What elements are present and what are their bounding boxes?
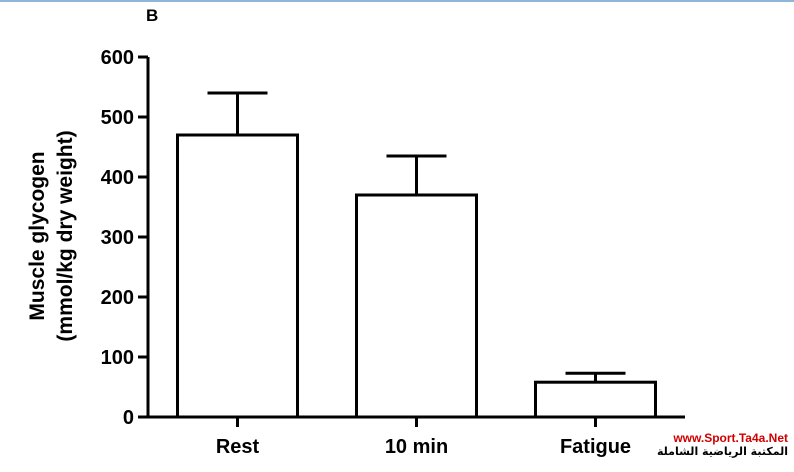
bar (176, 133, 299, 419)
bar (534, 380, 657, 419)
watermark-arabic: المكتبة الرياضية الشاملة (657, 445, 788, 458)
x-ticks: Rest 10 min Fatigue (216, 417, 631, 458)
y-tick-label: 600 (101, 47, 134, 69)
x-tick-label: Rest (216, 436, 260, 458)
y-ticks: 0 100 200 300 400 500 600 (101, 47, 148, 429)
panel-label: B (146, 6, 159, 25)
top-border-line (0, 0, 794, 2)
y-tick-label: 200 (101, 287, 134, 309)
x-tick-label: Fatigue (560, 436, 631, 458)
y-tick-label: 300 (101, 227, 134, 249)
y-tick-label: 100 (101, 347, 134, 369)
y-axis-label: Muscle glycogen (mmol/kg dry weight) (26, 130, 77, 341)
y-axis-label-line-2: (mmol/kg dry weight) (54, 130, 77, 341)
y-axis-label-line-1: Muscle glycogen (26, 151, 49, 320)
bar (355, 193, 478, 419)
x-tick-label: 10 min (385, 436, 448, 458)
watermark-url: www.Sport.Ta4a.Net (673, 431, 788, 445)
watermark: www.Sport.Ta4a.Net المكتبة الرياضية الشا… (657, 431, 788, 458)
y-tick-label: 400 (101, 167, 134, 189)
y-tick-label: 0 (123, 407, 134, 429)
error-bars (207, 91, 626, 383)
y-tick-label: 500 (101, 107, 134, 129)
